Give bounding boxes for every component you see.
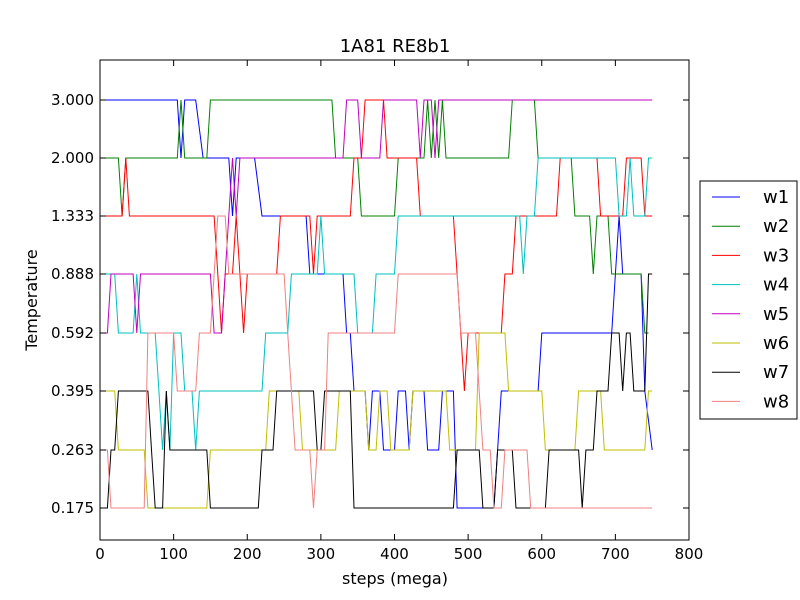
x-tick-label: 700 [601, 545, 630, 563]
series-line-w7 [100, 273, 653, 509]
x-tick-label: 0 [95, 545, 105, 563]
y-tick-label: 0.175 [51, 499, 94, 517]
legend-label-w8: w8 [763, 391, 789, 412]
y-tick-label: 0.592 [51, 324, 94, 342]
y-tick-label: 0.888 [51, 265, 94, 283]
legend-label-w3: w3 [763, 245, 789, 266]
legend: w1 w2 w3 w4 w5 w6 w7 w8 [699, 180, 798, 420]
series-line-w8 [100, 215, 653, 509]
x-tick-label: 500 [454, 545, 483, 563]
y-tick-label: 0.263 [51, 441, 94, 459]
legend-label-w5: w5 [763, 304, 789, 325]
series-line-w5 [100, 99, 653, 334]
x-tick-label: 200 [233, 545, 262, 563]
y-tick-label: 3.000 [51, 91, 94, 109]
legend-label-w2: w2 [763, 216, 789, 237]
y-axis-label: Temperature [22, 249, 41, 351]
x-tick-label: 400 [380, 545, 409, 563]
plot-frame [99, 59, 690, 541]
series-line-w4 [100, 157, 653, 451]
legend-label-w1: w1 [763, 187, 789, 208]
legend-label-w7: w7 [763, 362, 789, 383]
x-tick-label: 600 [527, 545, 556, 563]
legend-label-w6: w6 [763, 333, 789, 354]
y-tick-label: 1.333 [51, 207, 94, 225]
series-line-w3 [100, 99, 653, 392]
series-lines [100, 99, 653, 509]
series-line-w2 [100, 99, 649, 334]
x-axis: 0 100 200 300 400 500 600 700 800 [95, 60, 703, 563]
x-tick-label: 800 [675, 545, 704, 563]
y-axis: 0.175 0.263 0.395 0.592 0.888 1.333 2.000 3.000 [51, 91, 689, 517]
y-tick-label: 0.395 [51, 382, 94, 400]
x-tick-label: 100 [159, 545, 188, 563]
y-tick-label: 2.000 [51, 149, 94, 167]
x-tick-label: 300 [307, 545, 336, 563]
legend-box [699, 180, 798, 420]
x-axis-label: steps (mega) [342, 569, 448, 588]
legend-label-w4: w4 [763, 275, 789, 296]
chart-title: 1A81 RE8b1 [340, 36, 451, 57]
